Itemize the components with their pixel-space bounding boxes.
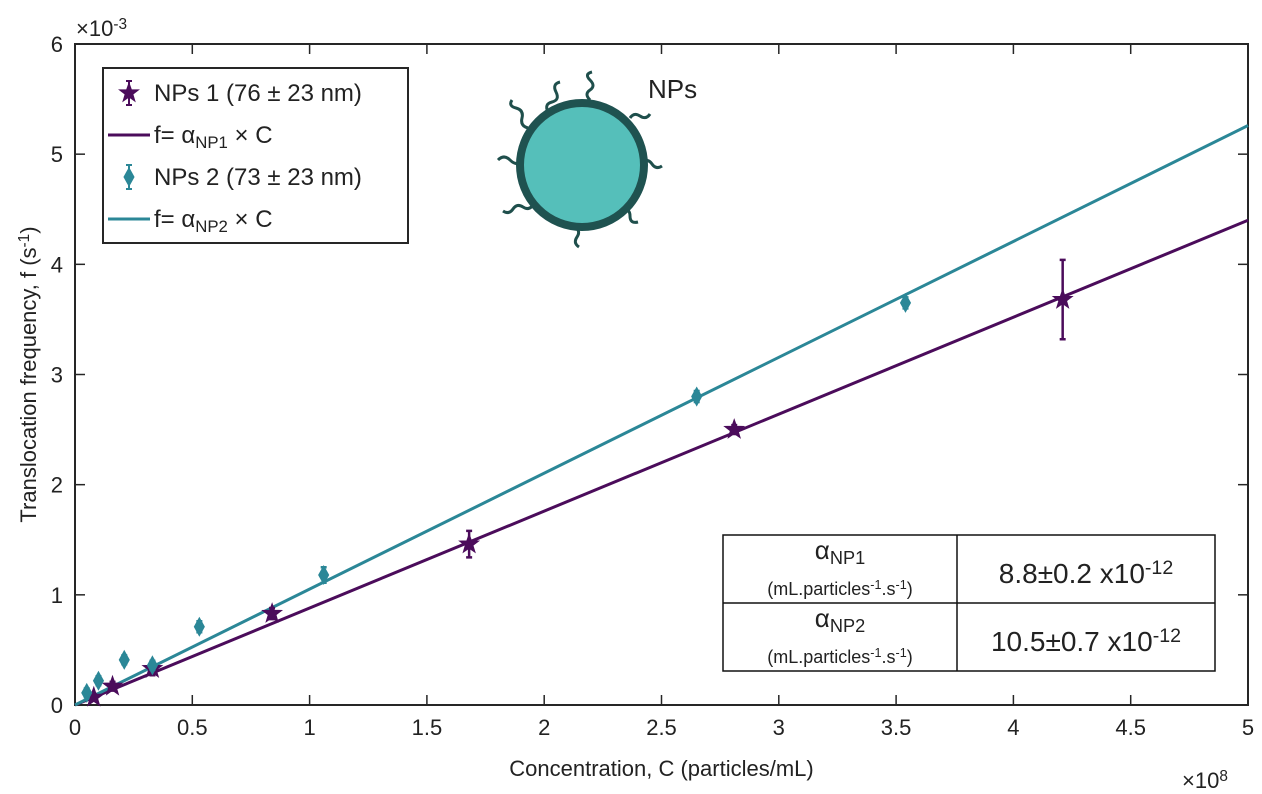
x-tick-label: 4 [1007,715,1019,740]
x-multiplier-part: 8 [1219,768,1228,785]
diamond-marker [899,292,912,313]
y-multiplier-part: ×10 [76,16,113,41]
y-tick-label: 4 [51,252,63,277]
y-tick-label: 3 [51,363,63,388]
diamond-marker [146,655,158,676]
table-unit-part: ) [907,579,913,599]
legend-label-part: NPs 1 (76 ± 23 nm) [154,80,362,107]
table-unit-part: (mL.particles [767,579,870,599]
y-tick-label: 6 [51,32,63,57]
y-tick-label: 2 [51,473,63,498]
table-unit-part: -1 [896,646,907,660]
legend-box [102,67,409,244]
star-marker [458,532,481,554]
star-marker [101,674,124,696]
legend-label-part: NPs 2 (73 ± 23 nm) [154,164,362,191]
y-axis-label-part: ) [16,226,41,233]
legend-label: NPs 2 (73 ± 23 nm) [154,164,362,191]
table-unit-part: -1 [896,578,907,592]
y-multiplier-part: -3 [113,16,127,33]
table-value: 8.8±0.2 x10-12 [999,557,1173,589]
table-value: 10.5±0.7 x10-12 [991,625,1181,657]
x-tick-label: 1 [303,715,315,740]
table-unit-part: -1 [870,646,881,660]
annotation: NPs [648,74,697,104]
table-unit-part: .s [882,647,896,667]
y-tick-label: 1 [51,583,63,608]
x-multiplier: ×108 [1182,768,1228,793]
table-unit: (mL.particles-1.s-1) [767,646,912,667]
fit-line [74,218,1249,707]
table-value-part: -12 [1153,625,1181,647]
star-marker [1051,288,1074,309]
diamond-marker [92,670,105,691]
y-tick-label: 5 [51,142,63,167]
table-unit-part: -1 [870,578,881,592]
legend-label-part: × C [228,122,273,149]
legend-label-part: × C [228,206,273,233]
diamond-marker [318,564,330,586]
table-symbol-part: NP2 [830,616,865,636]
table-value-part: 10.5±0.7 x10 [991,626,1153,657]
y-axis-label-part: Translocation frequency, f (s [16,247,41,522]
x-tick-label: 0.5 [177,715,208,740]
x-tick-label: 3 [773,715,785,740]
legend-label-part: NP2 [195,217,228,236]
legend-label-part: f= α [154,206,195,233]
y-multiplier: ×10-3 [76,16,127,41]
table-symbol-part: α [815,603,830,633]
table-unit-part: (mL.particles [767,647,870,667]
legend-marker [123,166,135,188]
x-axis-label: Concentration, C (particles/mL) [509,756,813,781]
y-axis-label: Translocation frequency, f (s-1) [16,226,41,522]
legend-marker [118,81,140,103]
x-tick-label: 1.5 [412,715,443,740]
x-multiplier-part: ×10 [1182,768,1219,793]
star-marker [261,602,284,623]
y-axis-label-part: -1 [16,234,33,248]
legend-label: f= αNP1 × C [154,122,273,152]
table-unit: (mL.particles-1.s-1) [767,578,912,599]
x-tick-label: 0 [69,715,81,740]
x-tick-label: 2 [538,715,550,740]
diamond-marker [118,649,130,670]
table-symbol: αNP2 [815,603,865,636]
x-tick-label: 5 [1242,715,1254,740]
legend-label: f= αNP2 × C [154,206,273,236]
table-symbol: αNP1 [815,535,865,568]
legend-label: NPs 1 (76 ± 23 nm) [154,80,362,107]
legend-label-part: f= α [154,122,195,149]
diamond-marker [81,682,93,703]
table-unit-part: .s [882,579,896,599]
x-tick-label: 3.5 [881,715,912,740]
diamond-marker [193,616,205,637]
nanoparticle-icon [496,70,663,249]
x-tick-label: 2.5 [646,715,677,740]
table-unit-part: ) [907,647,913,667]
x-tick-label: 4.5 [1115,715,1146,740]
table-symbol-part: α [815,535,830,565]
legend-label-part: NP1 [195,133,228,152]
table-symbol-part: NP1 [830,548,865,568]
table-value-part: 8.8±0.2 x10 [999,558,1145,589]
star-marker [723,418,746,439]
diamond-marker [691,386,703,407]
table-value-part: -12 [1145,557,1173,579]
y-tick-label: 0 [51,693,63,718]
